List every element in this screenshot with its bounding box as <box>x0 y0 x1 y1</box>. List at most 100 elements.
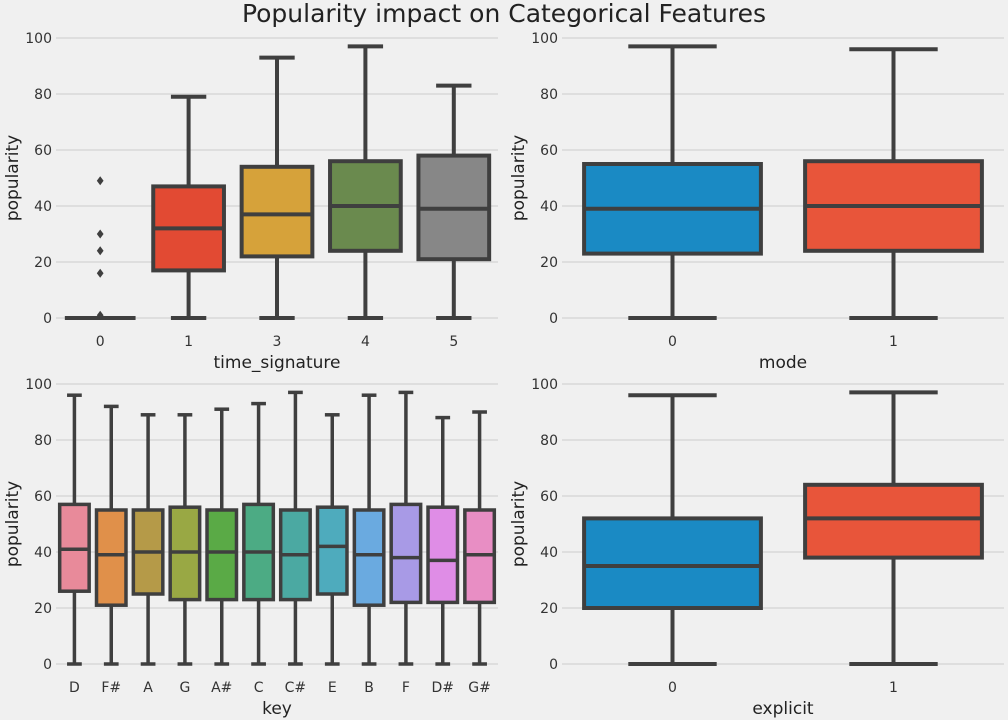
box-body <box>315 505 349 596</box>
subplot-time-signature: 0 20 40 60 80 100 0 1 3 4 5 time_signature popula… <box>3 31 498 373</box>
x-tick-label: 0 <box>668 680 677 696</box>
x-tick-label: 3 <box>273 334 282 350</box>
y-tick-label: 100 <box>25 377 52 393</box>
outlier-point <box>96 229 104 239</box>
box-5 <box>416 83 492 320</box>
box-G# <box>463 410 497 666</box>
x-tick-label: E <box>328 680 337 696</box>
box-body <box>239 164 315 259</box>
x-tick-labels: 0 1 3 4 5 <box>96 334 459 350</box>
y-axis-label: popularity <box>509 481 529 567</box>
x-tick-label: G <box>179 680 190 696</box>
y-tick-label: 40 <box>34 545 52 561</box>
y-tick-label: 60 <box>34 489 52 505</box>
y-tick-label: 40 <box>540 545 558 561</box>
y-tick-label: 20 <box>34 601 52 617</box>
x-tick-label: 0 <box>668 334 677 350</box>
y-axis-label: popularity <box>3 481 23 567</box>
y-tick-label: 0 <box>549 657 558 673</box>
box-body <box>352 508 386 607</box>
box-C# <box>278 390 312 666</box>
x-tick-label: 1 <box>889 680 898 696</box>
box-3 <box>239 55 315 320</box>
box-body <box>426 505 460 605</box>
y-tick-label: 80 <box>540 87 558 103</box>
x-axis-label: mode <box>759 353 807 373</box>
y-tick-label: 100 <box>531 377 558 393</box>
box-F <box>389 390 423 666</box>
box-F# <box>94 404 128 666</box>
box-G <box>168 413 202 666</box>
x-tick-label: F <box>402 680 410 696</box>
y-tick-label: 80 <box>34 433 52 449</box>
box-body <box>389 502 423 605</box>
y-tick-label: 60 <box>34 143 52 159</box>
y-axis-label: popularity <box>509 135 529 221</box>
figure-title: Popularity impact on Categorical Feature… <box>242 0 766 28</box>
box-body <box>582 516 763 611</box>
y-tick-label: 0 <box>43 311 52 327</box>
box-A <box>131 413 165 666</box>
y-tick-label: 100 <box>25 31 52 47</box>
y-tick-labels: 0 20 40 60 80 100 <box>25 31 52 327</box>
subplot-key: 0 20 40 60 80 100 D F# A G A# C C# E B F D# G# key popul… <box>3 377 498 719</box>
x-tick-label: 5 <box>449 334 458 350</box>
y-tick-labels: 0 20 40 60 80 100 <box>25 377 52 673</box>
x-tick-label: 4 <box>361 334 370 350</box>
y-tick-label: 0 <box>549 311 558 327</box>
box-0 <box>64 176 136 320</box>
x-axis-label: time_signature <box>214 353 341 373</box>
y-tick-label: 60 <box>540 143 558 159</box>
y-tick-label: 60 <box>540 489 558 505</box>
y-tick-label: 80 <box>34 87 52 103</box>
outlier-point <box>96 246 104 256</box>
box-body <box>94 508 128 607</box>
x-axis-label: explicit <box>752 699 814 719</box>
outlier-point <box>96 176 104 186</box>
box-1 <box>803 47 984 320</box>
x-tick-label: C# <box>285 680 307 696</box>
box-1 <box>151 94 226 320</box>
x-tick-labels: D F# A G A# C C# E B F D# G# <box>69 680 491 696</box>
y-tick-label: 100 <box>531 31 558 47</box>
x-axis-label: key <box>262 699 292 719</box>
x-tick-label: A# <box>211 680 232 696</box>
boxes <box>582 44 984 320</box>
x-tick-label: C <box>254 680 264 696</box>
x-tick-label: F# <box>101 680 121 696</box>
boxes <box>582 390 984 666</box>
y-tick-label: 80 <box>540 433 558 449</box>
x-tick-label: G# <box>468 680 491 696</box>
box-0 <box>582 393 763 666</box>
box-0 <box>582 44 763 320</box>
x-tick-label: 0 <box>96 334 105 350</box>
y-tick-label: 40 <box>34 199 52 215</box>
x-tick-label: 1 <box>184 334 193 350</box>
box-B <box>352 393 386 666</box>
box-D# <box>426 415 460 666</box>
y-tick-label: 20 <box>540 255 558 271</box>
box-body <box>205 508 239 602</box>
boxes <box>64 44 492 320</box>
y-tick-labels: 0 20 40 60 80 100 <box>531 31 558 327</box>
x-tick-label: 1 <box>889 334 898 350</box>
box-body <box>803 482 984 560</box>
outlier-point <box>96 310 104 320</box>
x-tick-label: D# <box>431 680 454 696</box>
gridlines <box>56 383 498 665</box>
y-tick-label: 0 <box>43 657 52 673</box>
y-tick-label: 20 <box>540 601 558 617</box>
box-E <box>315 413 349 666</box>
box-A# <box>205 407 239 666</box>
box-1 <box>803 390 984 666</box>
box-4 <box>328 44 403 320</box>
y-tick-labels: 0 20 40 60 80 100 <box>531 377 558 673</box>
outlier-point <box>96 268 104 278</box>
box-D <box>57 393 91 666</box>
box-C <box>242 401 276 666</box>
